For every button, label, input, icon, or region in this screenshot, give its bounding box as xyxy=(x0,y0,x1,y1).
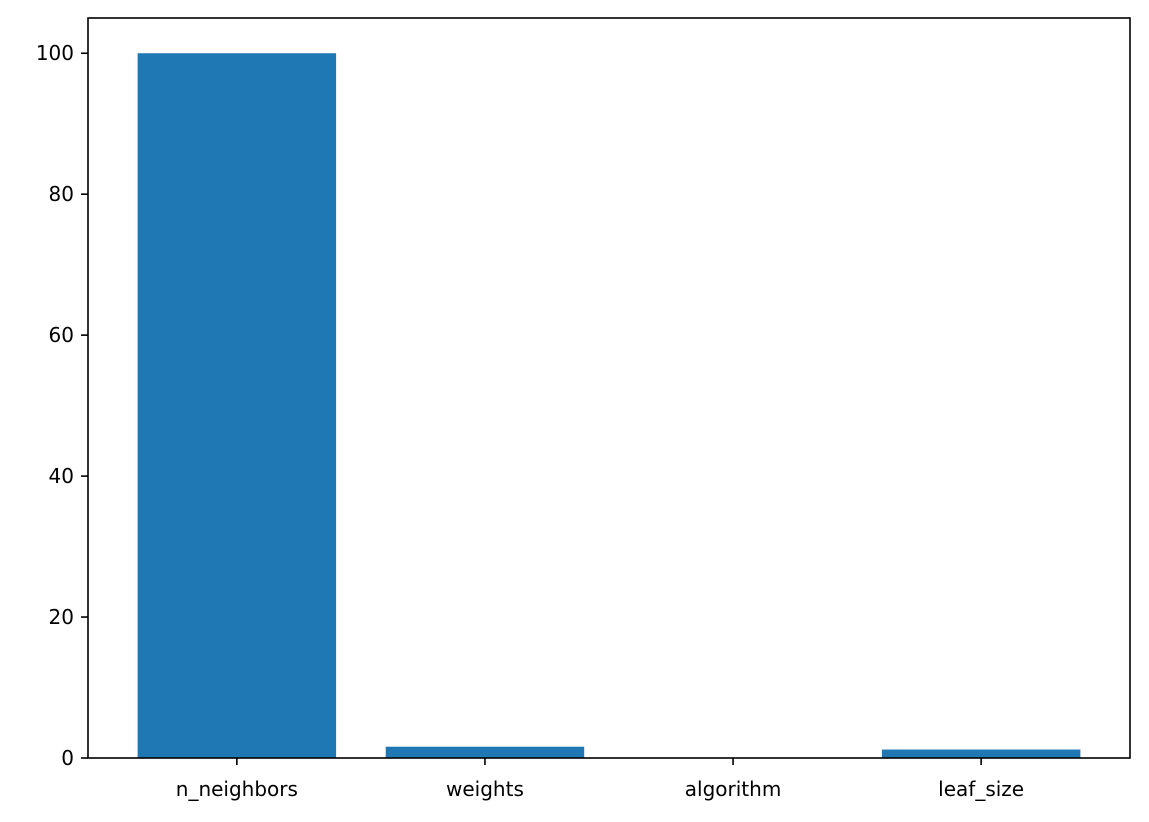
x-tick-label-weights: weights xyxy=(446,777,524,801)
x-axis: n_neighbors weights algorithm leaf_size xyxy=(176,758,1024,801)
plot-frame xyxy=(87,17,1131,759)
y-tick-label-20: 20 xyxy=(49,605,74,629)
bar-n_neighbors xyxy=(137,53,337,758)
y-tick-label-0: 0 xyxy=(61,746,74,770)
x-tick-label-algorithm: algorithm xyxy=(685,777,782,801)
bar-weights xyxy=(385,746,585,758)
bar-leaf_size xyxy=(881,749,1081,758)
y-tick-label-100: 100 xyxy=(36,41,74,65)
y-tick-label-60: 60 xyxy=(49,323,74,347)
x-tick-label-n_neighbors: n_neighbors xyxy=(176,777,298,801)
y-axis: 0 20 40 60 80 100 xyxy=(36,41,88,770)
y-tick-label-40: 40 xyxy=(49,464,74,488)
x-tick-label-leaf_size: leaf_size xyxy=(938,777,1024,801)
bars-group xyxy=(137,53,1081,758)
y-tick-label-80: 80 xyxy=(49,182,74,206)
